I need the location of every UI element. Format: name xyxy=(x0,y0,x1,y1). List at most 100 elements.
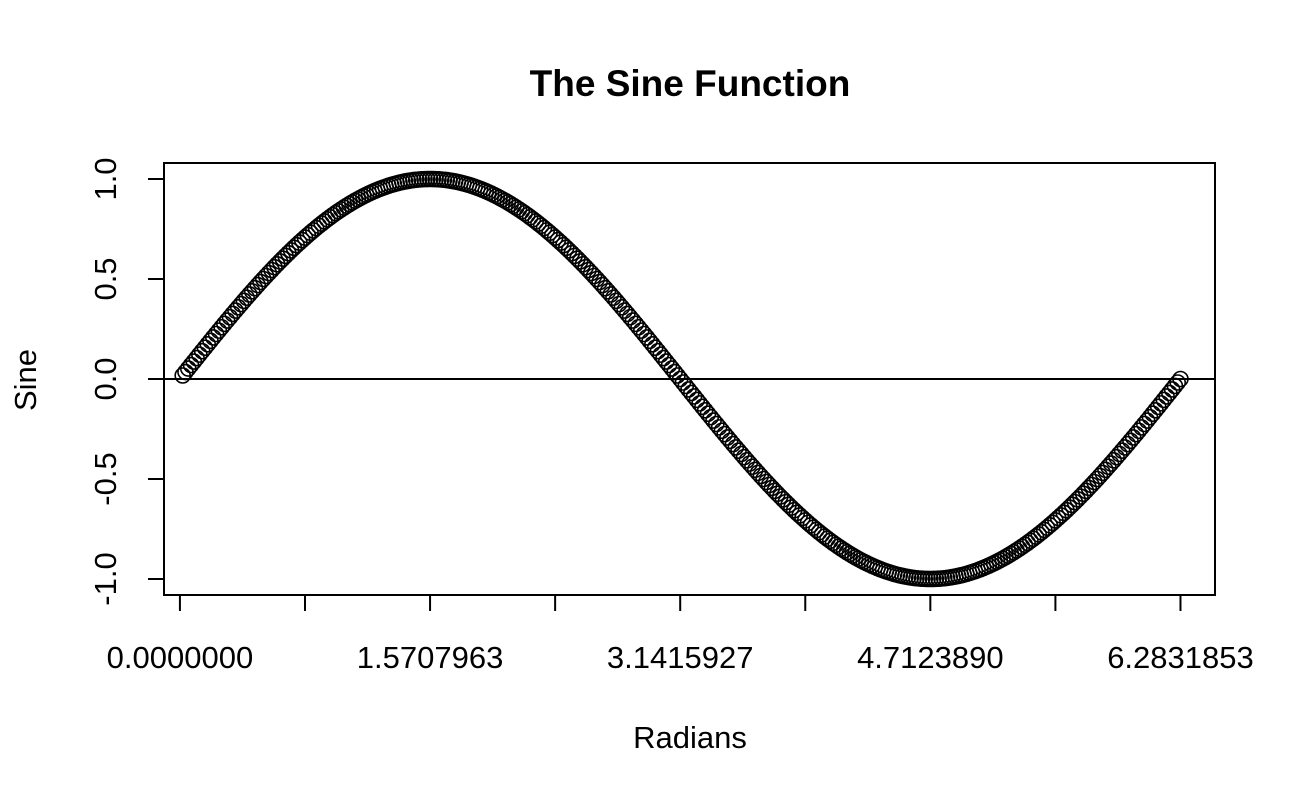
y-axis: -1.0 -0.5 0.0 0.5 1.0 xyxy=(88,157,164,606)
data-point xyxy=(582,264,600,282)
data-point xyxy=(1102,455,1120,472)
data-point xyxy=(1022,532,1039,550)
data-point xyxy=(571,253,589,270)
data-point xyxy=(594,276,611,294)
data-point xyxy=(760,476,778,494)
y-tick-label: 0.0 xyxy=(88,357,123,400)
data-point xyxy=(741,455,758,472)
data-point xyxy=(1091,467,1109,485)
data-point xyxy=(516,204,533,222)
data-point xyxy=(1172,370,1189,388)
data-point xyxy=(819,530,836,548)
data-point xyxy=(249,276,267,294)
data-point xyxy=(566,247,583,265)
data-point xyxy=(591,273,608,291)
data-point xyxy=(1088,470,1106,488)
x-tick-label: 6.2831853 xyxy=(1107,640,1254,675)
sine-series xyxy=(174,170,1189,588)
data-point xyxy=(771,488,789,505)
data-point xyxy=(574,255,592,273)
y-tick-label: -1.0 xyxy=(88,552,123,605)
data-point xyxy=(257,267,275,285)
data-point xyxy=(755,470,772,488)
data-point xyxy=(749,464,767,482)
data-point xyxy=(313,215,330,232)
data-point xyxy=(1010,540,1028,557)
data-point xyxy=(1086,473,1103,491)
data-point xyxy=(1063,496,1081,514)
y-tick-label: 0.5 xyxy=(88,257,123,300)
data-point xyxy=(735,448,753,466)
data-point xyxy=(810,523,828,541)
data-point xyxy=(585,267,603,285)
data-point xyxy=(1094,464,1111,482)
data-point xyxy=(569,250,586,267)
data-point xyxy=(738,452,756,469)
data-point xyxy=(1105,452,1123,469)
data-point xyxy=(1069,491,1086,508)
data-point xyxy=(318,210,336,228)
data-point xyxy=(521,208,539,226)
x-tick-label: 0.0000000 xyxy=(107,640,254,675)
data-point xyxy=(1077,482,1095,500)
x-tick-label: 3.1415927 xyxy=(607,640,754,675)
data-point xyxy=(321,208,339,226)
data-point xyxy=(513,202,531,220)
data-point xyxy=(766,482,784,500)
data-point xyxy=(824,534,842,552)
data-point xyxy=(268,255,286,273)
data-point xyxy=(243,283,261,300)
y-axis-label: Sine xyxy=(8,349,43,411)
data-point xyxy=(241,286,258,303)
data-point xyxy=(746,461,764,479)
y-tick-label: -0.5 xyxy=(88,452,123,505)
data-point xyxy=(769,485,786,503)
data-point xyxy=(246,279,264,297)
data-point xyxy=(232,295,250,313)
data-point xyxy=(813,526,831,543)
data-point xyxy=(510,201,528,218)
y-tick-label: 1.0 xyxy=(88,157,123,200)
data-point xyxy=(763,479,781,497)
data-point xyxy=(588,270,606,288)
data-point xyxy=(602,286,620,303)
data-point xyxy=(1016,536,1034,554)
data-point xyxy=(238,289,255,306)
data-point xyxy=(580,261,597,279)
data-point xyxy=(563,244,581,262)
data-point xyxy=(744,458,761,475)
data-point xyxy=(752,467,770,485)
data-point xyxy=(524,210,542,228)
data-point xyxy=(324,206,342,224)
x-tick-label: 4.7123890 xyxy=(857,640,1004,675)
data-point xyxy=(235,292,253,310)
chart-title: The Sine Function xyxy=(530,63,851,104)
data-point xyxy=(599,283,617,300)
data-point xyxy=(758,473,775,491)
data-point xyxy=(733,445,750,463)
data-point xyxy=(1169,374,1186,391)
data-point xyxy=(316,213,333,230)
data-point xyxy=(1072,488,1089,505)
data-point xyxy=(254,270,272,288)
data-point xyxy=(260,264,278,282)
data-point xyxy=(1080,479,1098,497)
data-point xyxy=(1019,534,1036,552)
data-point xyxy=(816,528,834,545)
data-point xyxy=(1097,461,1114,479)
data-point xyxy=(271,253,289,270)
data-point xyxy=(1024,530,1042,548)
data-point xyxy=(310,217,328,235)
data-point xyxy=(577,258,595,276)
data-point xyxy=(266,258,283,276)
data-point xyxy=(1074,485,1092,503)
x-tick-label: 1.5707963 xyxy=(357,640,504,675)
x-axis: 0.0000000 1.5707963 3.1415927 4.7123890 6.28… xyxy=(107,594,1254,675)
data-point xyxy=(519,206,536,224)
data-point xyxy=(1013,538,1031,556)
data-point xyxy=(1099,458,1117,475)
data-point xyxy=(252,273,269,291)
data-point xyxy=(263,261,280,279)
data-point xyxy=(1066,493,1084,511)
